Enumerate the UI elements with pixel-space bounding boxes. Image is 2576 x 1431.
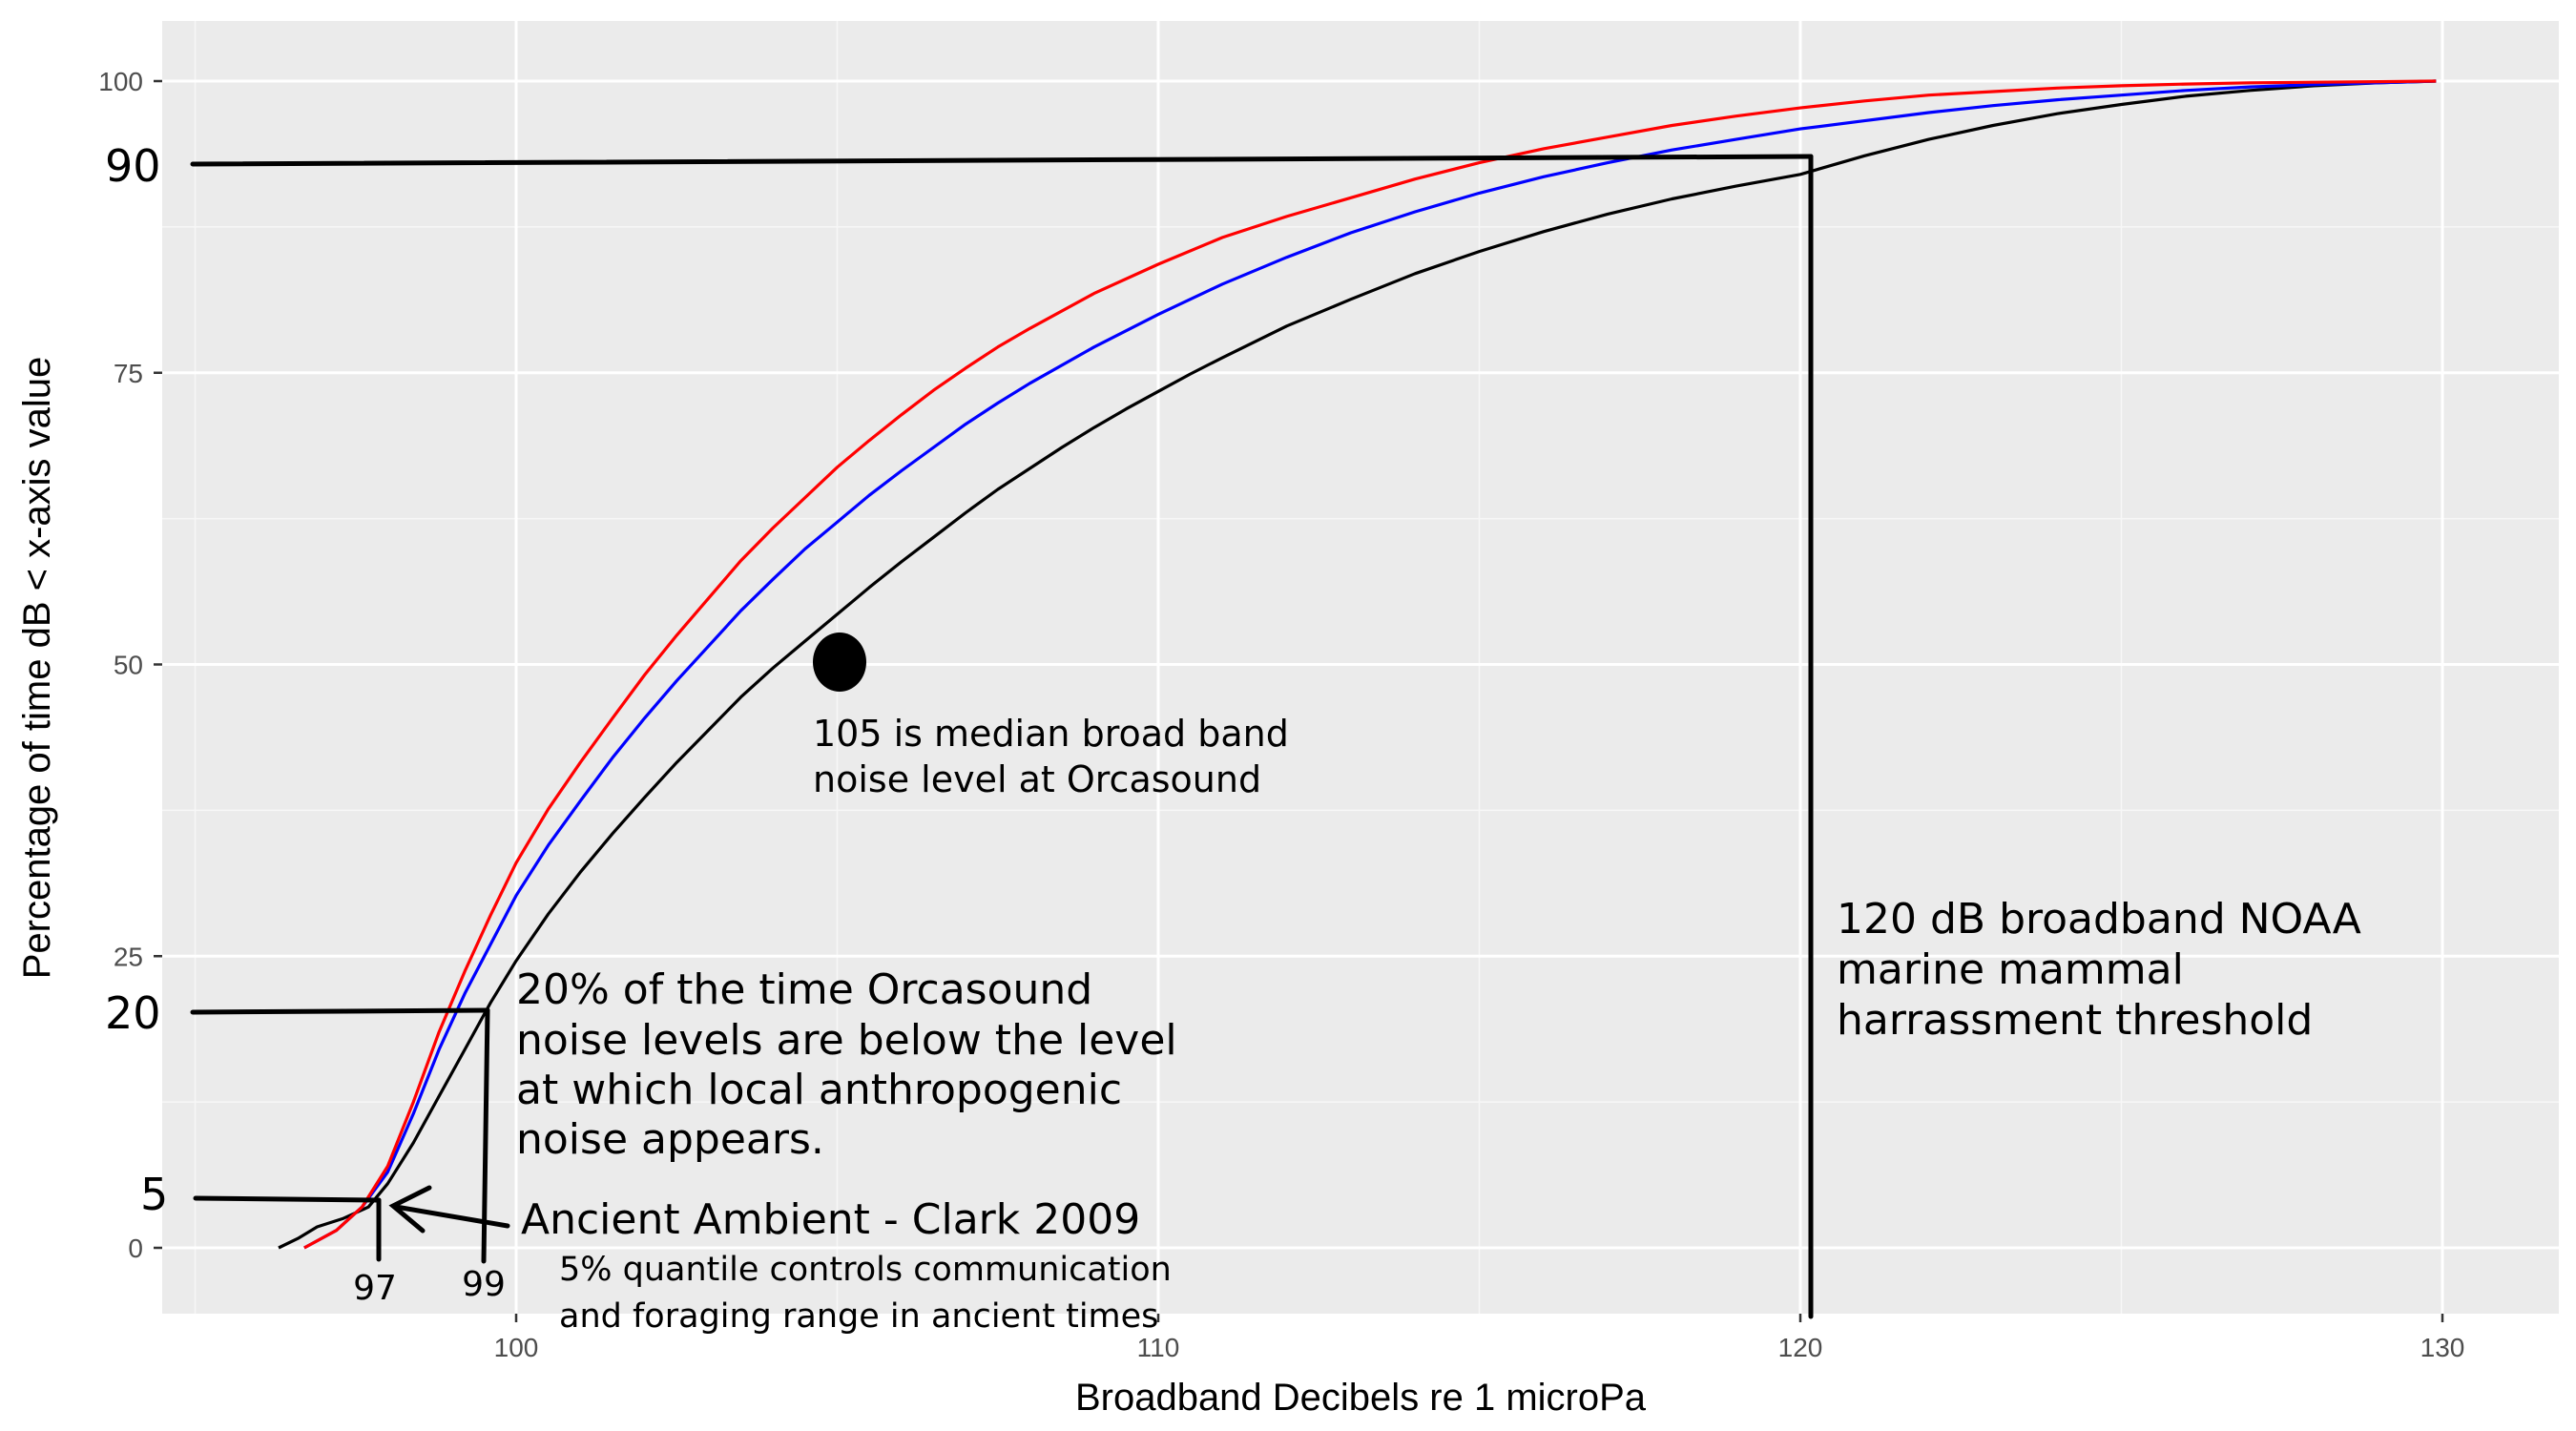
series-line — [303, 79, 2437, 1250]
median-marker — [813, 633, 866, 692]
series-line — [278, 79, 2437, 1250]
quantile-annotation: 5% quantile controls communication and f… — [559, 1251, 1172, 1336]
noaa-annotation-line: marine mammal — [1837, 945, 2184, 994]
guide-line-90-horizontal — [190, 154, 1814, 167]
hand-label-5: 5 — [140, 1169, 168, 1220]
median-annotation-line: noise level at Orcasound — [813, 758, 1261, 800]
twenty-annotation-line: noise appears. — [516, 1115, 824, 1164]
major-grid — [162, 21, 2559, 1314]
x-axis-ticks — [514, 1314, 2444, 1322]
series-line — [303, 79, 2437, 1250]
twenty-annotation-line: 20% of the time Orcasound — [516, 965, 1092, 1014]
x-tick-label: 100 — [494, 1333, 539, 1362]
x-tick-label: 110 — [1137, 1333, 1180, 1362]
ancient-arrow-head — [388, 1185, 432, 1234]
quantile-annotation-line: 5% quantile controls communication — [559, 1251, 1172, 1289]
x-tick-label: 130 — [2420, 1333, 2465, 1362]
noaa-annotation: 120 dB broadband NOAA marine mammal harr… — [1837, 895, 2361, 1045]
guide-line-99-vertical — [481, 1007, 490, 1264]
guide-line-5-horizontal — [193, 1195, 382, 1203]
y-axis-ticks — [154, 79, 162, 1250]
y-tick-label: 100 — [98, 67, 143, 96]
y-tick-label: 75 — [114, 359, 143, 388]
hand-label-97: 97 — [353, 1269, 397, 1308]
hand-label-20: 20 — [105, 987, 161, 1039]
hand-label-99: 99 — [462, 1265, 506, 1304]
ancient-arrow-shaft — [393, 1204, 510, 1229]
y-axis-title: Percentage of time dB < x-axis value — [16, 357, 58, 980]
quantile-annotation-line: and foraging range in ancient times — [559, 1297, 1158, 1336]
guide-lines — [190, 154, 1814, 1319]
x-axis-title: Broadband Decibels re 1 microPa — [1075, 1377, 1647, 1419]
x-tick-label: 120 — [1778, 1333, 1823, 1362]
y-tick-label: 50 — [114, 651, 143, 680]
x-tick-labels: 100 110 120 130 — [494, 1333, 2465, 1362]
hand-label-90: 90 — [105, 140, 161, 192]
noaa-annotation-line: 120 dB broadband NOAA — [1837, 895, 2361, 944]
noaa-annotation-line: harrassment threshold — [1837, 996, 2313, 1045]
y-tick-label: 25 — [114, 942, 143, 971]
y-tick-label: 0 — [128, 1234, 143, 1263]
series-layer — [278, 79, 2437, 1250]
twenty-annotation-line: noise levels are below the level — [516, 1016, 1177, 1065]
twenty-annotation-line: at which local anthropogenic — [516, 1066, 1122, 1114]
median-annotation: 105 is median broad band noise level at … — [813, 713, 1289, 800]
ancient-ambient-annotation: Ancient Ambient - Clark 2009 — [521, 1195, 1140, 1244]
guide-line-20-horizontal — [190, 1007, 490, 1015]
y-tick-labels: 0 25 50 75 100 — [98, 67, 143, 1263]
median-annotation-line: 105 is median broad band — [813, 713, 1289, 755]
plot-panel — [162, 21, 2559, 1314]
twenty-percent-annotation: 20% of the time Orcasound noise levels a… — [516, 965, 1177, 1164]
